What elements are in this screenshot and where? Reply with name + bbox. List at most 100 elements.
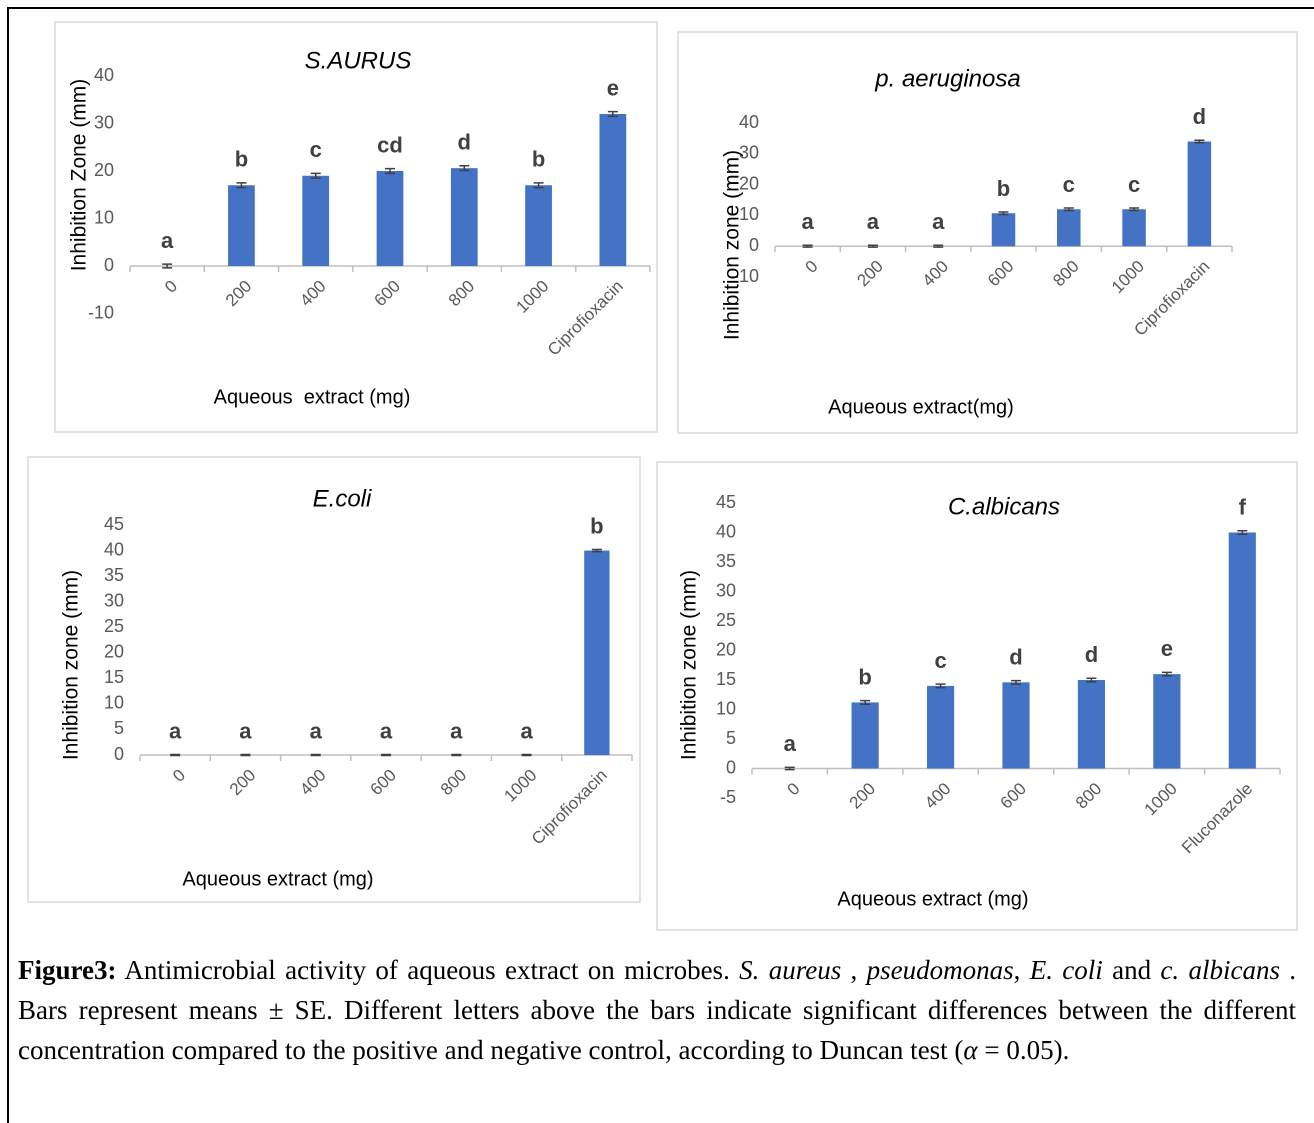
bar (1002, 682, 1030, 769)
chart-title: E.coli (313, 485, 372, 512)
chart-title: C.albicans (948, 493, 1060, 520)
significance-letter: d (458, 130, 471, 155)
chart-title: S.AURUS (305, 47, 412, 74)
significance-letter: b (235, 147, 248, 172)
y-tick-label: 15 (104, 667, 124, 687)
y-tick-label: 5 (114, 718, 124, 738)
error-bar (240, 753, 251, 757)
bar (1153, 674, 1181, 769)
y-tick-label: 40 (739, 112, 759, 132)
error-bar (1011, 679, 1021, 685)
bar (599, 114, 627, 266)
error-bar (591, 548, 602, 553)
chart-box (27, 456, 641, 903)
error-bar (310, 172, 321, 179)
error-bar (1129, 207, 1140, 212)
caption-text: and (1102, 955, 1161, 985)
significance-letter: a (450, 718, 463, 743)
significance-letter: a (310, 718, 323, 743)
error-bar (533, 182, 544, 189)
caption-text: . Bars represent means ± SE. Different l… (18, 955, 1297, 1065)
significance-letter: b (532, 147, 545, 172)
significance-letter: e (607, 75, 619, 100)
y-tick-label: 0 (726, 757, 736, 777)
y-tick-label: 10 (739, 204, 759, 224)
y-tick-label: 35 (716, 551, 736, 571)
y-tick-label: 5 (726, 728, 736, 748)
error-bar (867, 244, 878, 248)
y-tick-label: 45 (716, 492, 736, 512)
caption-text: , (841, 955, 867, 985)
error-bar (935, 683, 946, 689)
caption-species: c. albicans (1160, 955, 1280, 985)
error-bar (933, 244, 944, 248)
error-bar (1161, 671, 1172, 677)
significance-letter: a (239, 718, 252, 743)
significance-letter: e (1161, 636, 1173, 661)
caption-symbol: α (963, 1035, 978, 1065)
bar (991, 213, 1016, 247)
y-tick-label: 10 (94, 207, 114, 227)
y-tick-label: 20 (716, 639, 736, 659)
y-tick-label: -5 (720, 787, 736, 807)
significance-letter: a (867, 209, 880, 234)
error-bar (236, 182, 247, 189)
y-tick-label: 40 (104, 539, 124, 559)
y-tick-label: 20 (739, 173, 759, 193)
error-bar (1237, 529, 1248, 536)
error-bar (381, 753, 391, 757)
y-tick-label: 45 (104, 514, 124, 534)
x-axis-title: Aqueous extract (mg) (182, 868, 373, 890)
y-tick-label: -10 (88, 302, 114, 322)
bar (851, 702, 879, 769)
bar (1057, 209, 1081, 247)
significance-letter: f (1239, 495, 1247, 520)
bar (1077, 680, 1106, 769)
significance-letter: a (932, 209, 945, 234)
significance-letter: a (784, 731, 797, 756)
caption-species: pseudomonas (866, 955, 1014, 985)
error-bar (310, 753, 321, 757)
bar (228, 185, 255, 266)
bar (376, 171, 404, 266)
error-bar (860, 699, 871, 705)
y-tick-label: 0 (104, 255, 114, 275)
error-bar (385, 167, 395, 175)
y-tick-label: 30 (739, 143, 759, 163)
figure-frame (7, 7, 1314, 1123)
bar (584, 550, 610, 755)
x-axis-title: Aqueous extract (mg) (837, 888, 1028, 910)
caption-text: , (1013, 955, 1030, 985)
significance-letter: b (997, 176, 1010, 201)
error-bar (802, 244, 813, 248)
bar (1187, 141, 1212, 247)
y-tick-label: 30 (104, 590, 124, 610)
y-tick-label: 35 (104, 565, 124, 585)
caption: Figure3: Antimicrobial activity of aqueo… (18, 950, 1296, 1070)
significance-letter: d (1085, 642, 1098, 667)
y-tick-label: 0 (749, 235, 759, 255)
significance-letter: d (1193, 104, 1206, 129)
chart-box (54, 21, 658, 433)
caption-label: Figure3: (18, 955, 117, 985)
error-bar (998, 211, 1009, 216)
bar (450, 168, 478, 266)
error-bar (1063, 207, 1074, 212)
y-tick-label: 10 (104, 693, 124, 713)
significance-letter: a (520, 718, 533, 743)
y-tick-label: 40 (94, 65, 114, 85)
y-tick-label: 0 (114, 744, 124, 764)
caption-species: E. coli (1029, 955, 1103, 985)
y-tick-label: 30 (94, 112, 114, 132)
error-bar (451, 753, 462, 757)
error-bar (162, 263, 173, 269)
y-axis-title: Inhibition zone (mm) (721, 150, 744, 340)
chart-title: p. aeruginosa (874, 65, 1020, 92)
significance-letter: a (169, 718, 182, 743)
error-bar (607, 110, 618, 118)
y-axis-title: Inhibition Zone (mm) (68, 79, 91, 272)
caption-species: S. aureus (739, 955, 842, 985)
caption-text: = 0.05). (977, 1035, 1070, 1065)
significance-letter: a (380, 718, 393, 743)
